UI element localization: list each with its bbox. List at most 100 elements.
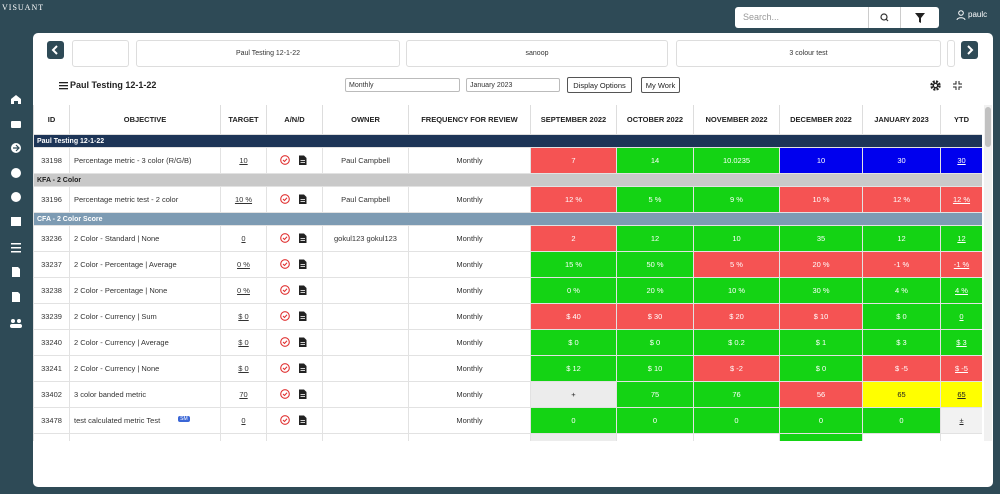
ytd-value[interactable]: 4 %: [940, 277, 982, 304]
period-value[interactable]: $ 0: [530, 329, 617, 356]
period-value[interactable]: -1 %: [862, 251, 941, 278]
period-value[interactable]: 4 %: [862, 277, 941, 304]
period-value[interactable]: 15 %: [530, 251, 617, 278]
period-value[interactable]: 12: [862, 225, 941, 252]
target[interactable]: $ 0: [220, 329, 267, 356]
tab[interactable]: Paul Testing 12-1-22: [136, 40, 400, 67]
target[interactable]: 70: [220, 381, 267, 408]
scrollbar[interactable]: [984, 105, 992, 441]
period-value[interactable]: 12 %: [862, 186, 941, 213]
target[interactable]: 10: [220, 147, 267, 174]
ytd-value[interactable]: $ 3: [940, 329, 982, 356]
period-value[interactable]: 0 %: [530, 277, 617, 304]
period-value[interactable]: 5 %: [693, 251, 780, 278]
period-value[interactable]: $ 1: [779, 329, 863, 356]
next-button[interactable]: [961, 41, 978, 59]
period-value[interactable]: 7: [530, 147, 617, 174]
period-value[interactable]: $ -2: [693, 355, 780, 382]
period-value[interactable]: 12: [616, 225, 694, 252]
period-value[interactable]: $ 12: [530, 355, 617, 382]
ytd-value[interactable]: 12: [940, 225, 982, 252]
tab[interactable]: sanoop: [406, 40, 668, 67]
period-value[interactable]: 0: [616, 407, 694, 434]
period-value[interactable]: $ 0.2: [693, 329, 780, 356]
period-value[interactable]: 50 %: [616, 251, 694, 278]
and-icons[interactable]: [275, 154, 315, 166]
display-options-button[interactable]: Display Options: [567, 77, 632, 93]
period-value[interactable]: 0: [862, 407, 941, 434]
period-value[interactable]: $ 10: [779, 303, 863, 330]
period-value[interactable]: $ 30: [616, 303, 694, 330]
period-value[interactable]: 12 %: [530, 186, 617, 213]
ytd-value[interactable]: ±: [940, 407, 982, 434]
period-value[interactable]: $ 0: [616, 329, 694, 356]
period-value[interactable]: 10 %: [693, 277, 780, 304]
and-icons[interactable]: [275, 193, 315, 205]
ytd-value[interactable]: 65: [940, 381, 982, 408]
period-value[interactable]: 20 %: [779, 251, 863, 278]
period-value[interactable]: 10.0235: [693, 147, 780, 174]
period-value[interactable]: 2: [530, 225, 617, 252]
tab[interactable]: 3 colour test: [676, 40, 941, 67]
target[interactable]: 0 %: [220, 277, 267, 304]
search-button[interactable]: [868, 7, 901, 28]
period-value[interactable]: $ 0: [779, 355, 863, 382]
target[interactable]: 0: [220, 225, 267, 252]
scrollbar-thumb[interactable]: [985, 107, 991, 147]
period-value[interactable]: 10: [779, 147, 863, 174]
ytd-value[interactable]: $ -5: [940, 355, 982, 382]
tab[interactable]: [947, 40, 955, 67]
user-name[interactable]: paulc: [968, 10, 988, 19]
period-value[interactable]: +: [530, 381, 617, 408]
target[interactable]: 10 %: [220, 186, 267, 213]
and-icons[interactable]: [275, 362, 315, 374]
period-value[interactable]: 0: [693, 407, 780, 434]
period-value[interactable]: 14: [616, 147, 694, 174]
period-value[interactable]: 10: [693, 225, 780, 252]
menu-icon[interactable]: [59, 81, 69, 90]
period-value[interactable]: 76: [693, 381, 780, 408]
target[interactable]: $ 0: [220, 303, 267, 330]
filter-button[interactable]: [900, 7, 939, 28]
settings-icon[interactable]: [930, 80, 941, 91]
target[interactable]: 0: [220, 407, 267, 434]
period-value[interactable]: 5 %: [616, 186, 694, 213]
period-value[interactable]: $ 0: [862, 303, 941, 330]
and-icons[interactable]: [275, 414, 315, 426]
my-work-button[interactable]: My Work: [641, 77, 680, 93]
period-value[interactable]: 30: [862, 147, 941, 174]
period-value[interactable]: $ 40: [530, 303, 617, 330]
period-value[interactable]: 0: [530, 407, 617, 434]
period-select[interactable]: January 2023: [466, 78, 560, 92]
and-icons[interactable]: [275, 232, 315, 244]
ytd-value[interactable]: 0: [940, 303, 982, 330]
period-value[interactable]: $ -5: [862, 355, 941, 382]
period-value[interactable]: 30 %: [779, 277, 863, 304]
target[interactable]: 0 %: [220, 251, 267, 278]
period-value[interactable]: 10 %: [779, 186, 863, 213]
and-icons[interactable]: [275, 388, 315, 400]
ytd-value[interactable]: -1 %: [940, 251, 982, 278]
and-icons[interactable]: [275, 258, 315, 270]
period-value[interactable]: $ 3: [862, 329, 941, 356]
period-value[interactable]: 0: [779, 407, 863, 434]
and-icons[interactable]: [275, 284, 315, 296]
period-value[interactable]: $ 20: [693, 303, 780, 330]
period-value[interactable]: 56: [779, 381, 863, 408]
and-icons[interactable]: [275, 310, 315, 322]
period-value[interactable]: 35: [779, 225, 863, 252]
and-icons[interactable]: [275, 336, 315, 348]
ytd-value[interactable]: 12 %: [940, 186, 982, 213]
ytd-value[interactable]: 30: [940, 147, 982, 174]
period-value[interactable]: 9 %: [693, 186, 780, 213]
collapse-icon[interactable]: [953, 81, 962, 90]
target[interactable]: $ 0: [220, 355, 267, 382]
period-value[interactable]: 65: [862, 381, 941, 408]
search-input[interactable]: Search...: [735, 7, 868, 28]
frequency-select[interactable]: Monthly: [345, 78, 460, 92]
tab[interactable]: [72, 40, 129, 67]
prev-button[interactable]: [47, 41, 64, 59]
period-value[interactable]: $ 10: [616, 355, 694, 382]
period-value[interactable]: 20 %: [616, 277, 694, 304]
period-value[interactable]: 75: [616, 381, 694, 408]
